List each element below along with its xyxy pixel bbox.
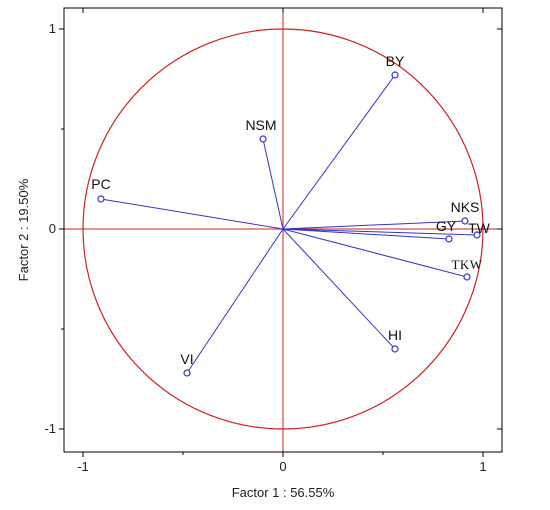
vector-pc xyxy=(100,198,284,230)
label-pc: PC xyxy=(91,176,110,192)
point-vi xyxy=(183,369,191,377)
point-gy xyxy=(445,235,453,243)
vector-tkw xyxy=(282,228,468,278)
y-tick-label: 0 xyxy=(49,221,56,236)
x-tick-label: 1 xyxy=(479,459,486,474)
y-tick-label: -1 xyxy=(44,421,56,436)
point-by xyxy=(391,71,399,79)
x-tick-label: -1 xyxy=(77,459,89,474)
vector-by xyxy=(282,74,396,230)
vector-vi xyxy=(186,228,284,374)
vector-tw xyxy=(282,228,478,236)
label-hi: HI xyxy=(388,327,402,343)
label-vi: VI xyxy=(180,351,193,367)
point-tw xyxy=(473,231,481,239)
vector-hi xyxy=(282,228,396,350)
point-nks xyxy=(461,217,469,225)
label-by: BY xyxy=(386,53,405,69)
x-tick-label: 0 xyxy=(279,459,286,474)
point-tkw xyxy=(463,273,471,281)
y-axis-title: Factor 2 : 19.50% xyxy=(16,178,31,281)
label-nsm: NSM xyxy=(245,117,276,133)
point-pc xyxy=(97,195,105,203)
axes: -1 0 1 1 0 -1 xyxy=(44,7,503,474)
plot-area: BY NSM PC NKS TW GY TKW HI VI xyxy=(64,8,502,452)
vector-gy xyxy=(282,228,450,240)
label-tw: TW xyxy=(468,220,491,236)
y-tick-label: 1 xyxy=(49,21,56,36)
point-hi xyxy=(391,345,399,353)
point-nsm xyxy=(259,135,267,143)
label-gy: GY xyxy=(436,218,457,234)
vector-nsm xyxy=(262,138,284,230)
label-nks: NKS xyxy=(451,199,480,215)
x-axis-title: Factor 1 : 56.55% xyxy=(232,485,335,500)
label-tkw: TKW xyxy=(451,257,482,272)
vector-nks xyxy=(282,220,466,230)
